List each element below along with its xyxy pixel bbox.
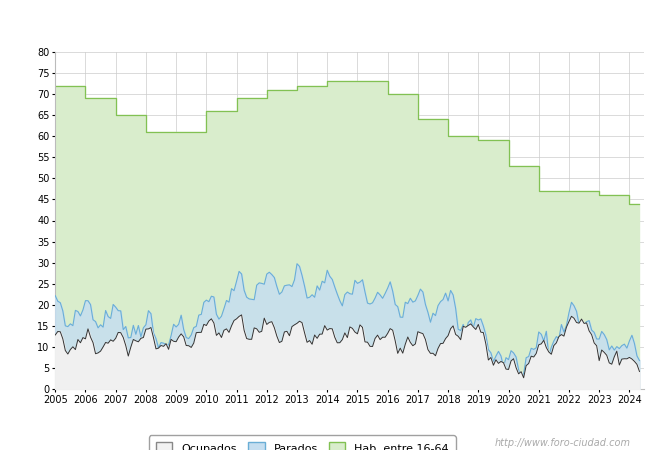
Text: Muñosancho - Evolucion de la poblacion en edad de Trabajar Mayo de 2024: Muñosancho - Evolucion de la poblacion e… xyxy=(102,17,548,30)
Text: http://www.foro-ciudad.com: http://www.foro-ciudad.com xyxy=(495,438,630,448)
Legend: Ocupados, Parados, Hab. entre 16-64: Ocupados, Parados, Hab. entre 16-64 xyxy=(149,435,456,450)
